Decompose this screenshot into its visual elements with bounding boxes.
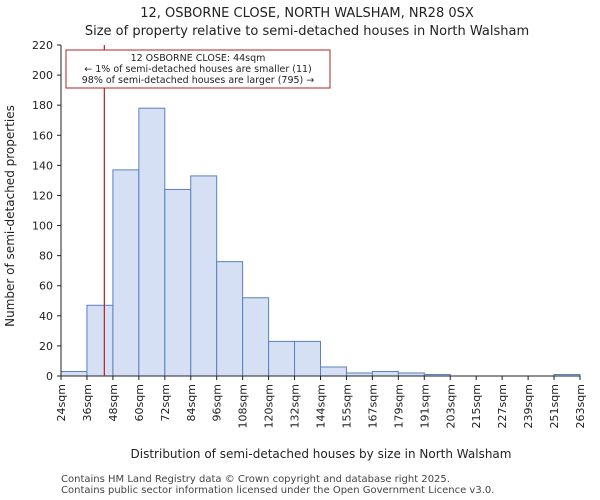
x-tick-label: 108sqm [237, 384, 250, 428]
x-tick-label: 155sqm [340, 384, 353, 428]
annotation-line-1: 12 OSBORNE CLOSE: 44sqm [131, 53, 266, 64]
x-tick-label: 191sqm [418, 384, 431, 428]
chart-subtitle: Size of property relative to semi-detach… [85, 24, 529, 39]
bar-60sqm [138, 107, 166, 377]
bar-132sqm [294, 340, 321, 377]
x-tick-label: 263sqm [574, 384, 587, 428]
x-tick-label: 179sqm [392, 384, 405, 428]
bar-120sqm [268, 340, 296, 377]
footer-line-1: Contains HM Land Registry data © Crown c… [61, 474, 450, 485]
y-tick-label: 160 [32, 129, 53, 142]
y-tick-label: 200 [32, 69, 53, 82]
annotation-line-2: ← 1% of semi-detached houses are smaller… [84, 64, 312, 75]
footer-line-2: Contains public sector information licen… [61, 485, 495, 496]
x-tick-label: 167sqm [366, 384, 379, 428]
y-tick-label: 140 [32, 159, 53, 172]
x-tick-label: 215sqm [470, 384, 483, 428]
annotation-rect [65, 49, 331, 89]
bar-96sqm [216, 261, 244, 377]
x-tick-label: 203sqm [444, 384, 457, 428]
y-tick-label: 220 [32, 39, 53, 52]
y-tick-label: 180 [32, 99, 53, 112]
chart-title: 12, OSBORNE CLOSE, NORTH WALSHAM, NR28 0… [140, 6, 474, 21]
y-tick-label: 20 [39, 340, 53, 353]
x-tick-label: 132sqm [289, 384, 302, 428]
x-tick-label: 144sqm [315, 384, 328, 428]
annotation-box: 12 OSBORNE CLOSE: 44sqm ← 1% of semi-det… [65, 49, 331, 89]
bar-144sqm [320, 366, 347, 377]
x-tick-label: 96sqm [211, 384, 224, 421]
bar-24sqm [60, 370, 88, 377]
x-ticks-group: 24sqm 36sqm 48sqm 60sqm 72sqm 84sqm 96sqm 108sq… [55, 376, 587, 428]
y-tick-label: 100 [32, 220, 53, 233]
x-tick-label: 72sqm [159, 384, 172, 421]
x-tick-label: 227sqm [496, 384, 509, 428]
x-tick-label: 48sqm [107, 384, 120, 421]
bar-84sqm [190, 175, 218, 377]
y-axis-label: Number of semi-detached properties [3, 105, 17, 327]
x-tick-label: 120sqm [263, 384, 276, 428]
bar-108sqm [242, 297, 270, 377]
y-tick-label: 120 [32, 189, 53, 202]
y-tick-label: 60 [39, 280, 53, 293]
y-tick-label: 80 [39, 250, 53, 263]
bar-48sqm [112, 169, 140, 377]
x-axis-label: Distribution of semi-detached houses by … [131, 447, 512, 461]
x-tick-label: 84sqm [185, 384, 198, 421]
y-tick-label: 0 [46, 370, 53, 383]
bar-167sqm [371, 370, 399, 377]
annotation-line-3: 98% of semi-detached houses are larger (… [82, 75, 315, 86]
bars-group [60, 107, 581, 377]
y-tick-label: 40 [39, 310, 53, 323]
y-ticks-group: 0 20 40 60 80 100 120 140 160 180 200 220 [32, 39, 61, 383]
x-tick-label: 239sqm [522, 384, 535, 428]
bar-72sqm [164, 188, 192, 377]
x-tick-label: 60sqm [133, 384, 146, 421]
x-tick-label: 251sqm [548, 384, 561, 428]
bar-36sqm [86, 304, 114, 377]
x-tick-label: 24sqm [55, 384, 68, 421]
x-tick-label: 36sqm [81, 384, 94, 421]
